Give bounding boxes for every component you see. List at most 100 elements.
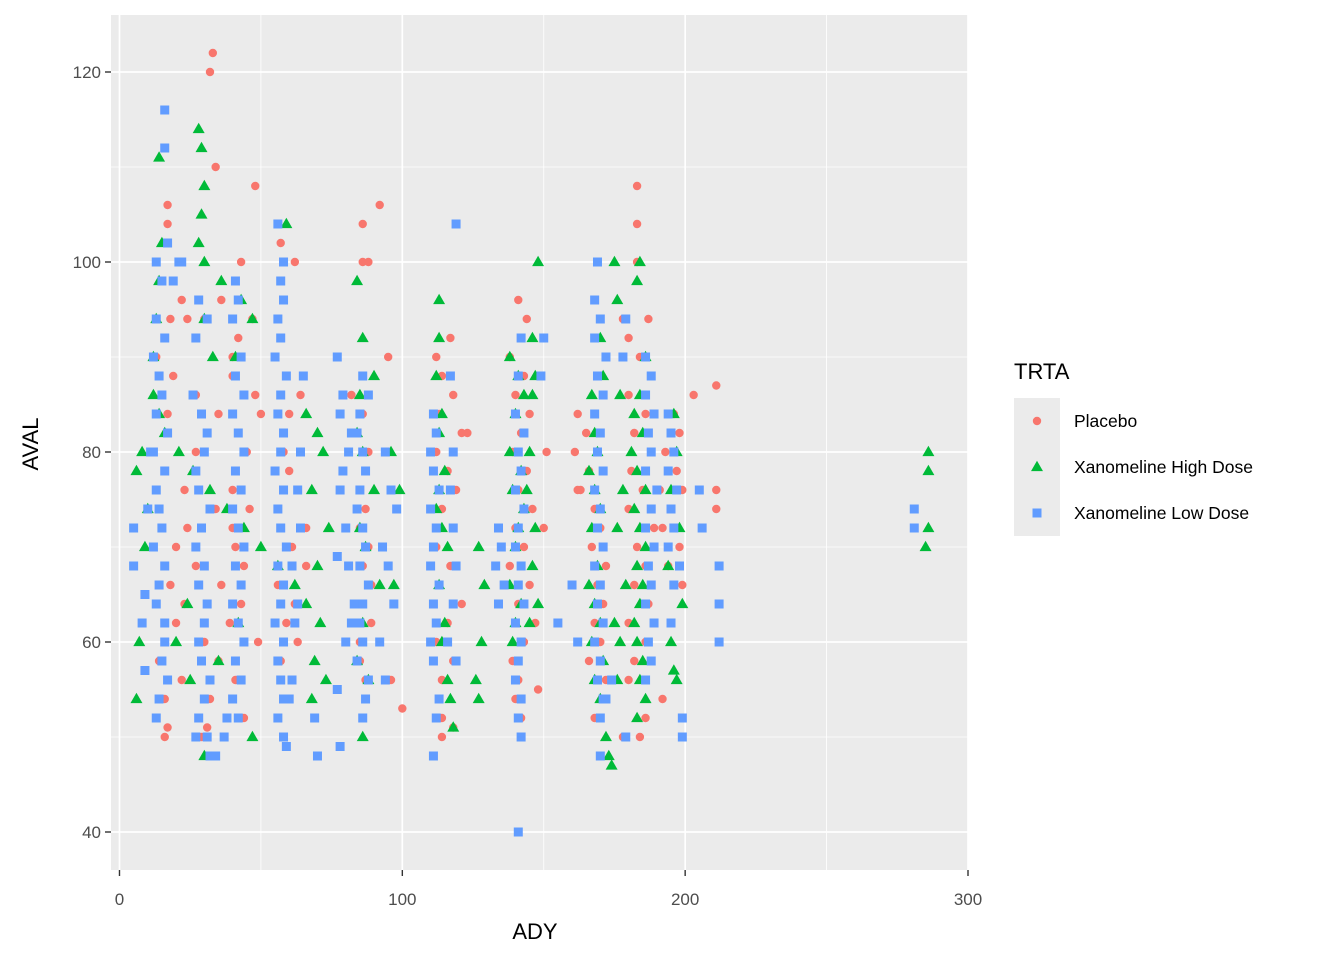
x-tick-label: 200 (671, 890, 699, 909)
high-dose-point (147, 388, 160, 400)
high-dose-point (280, 217, 293, 229)
placebo-point (641, 409, 650, 419)
low-dose-point (191, 732, 201, 742)
placebo-point (163, 219, 172, 229)
low-dose-point (378, 542, 388, 552)
tick-labels: 0 100 200 300 40 60 80 100 120 (73, 63, 983, 909)
placebo-point (183, 523, 192, 533)
placebo-point (239, 561, 249, 571)
low-dose-point (641, 675, 651, 685)
placebo-point (528, 504, 537, 514)
placebo-point (163, 200, 172, 210)
high-dose-point (667, 664, 680, 675)
low-dose-point (677, 732, 687, 742)
high-dose-point (631, 274, 644, 286)
y-axis-title: AVAL (18, 418, 43, 471)
placebo-point (457, 428, 466, 438)
low-dose-point (389, 599, 399, 609)
high-dose-point (130, 692, 143, 704)
low-dose-point (592, 371, 602, 381)
low-dose-point (909, 504, 919, 514)
placebo-point (630, 656, 639, 666)
low-dose-point (513, 523, 523, 533)
placebo-point (225, 618, 234, 628)
low-dose-point (573, 637, 583, 647)
high-dose-point (532, 597, 545, 609)
high-dose-point (636, 654, 649, 666)
placebo-point (570, 447, 580, 457)
high-dose-point (475, 635, 488, 647)
x-axis-title: ADY (512, 919, 558, 944)
high-dose-point (633, 255, 646, 267)
low-dose-point (510, 485, 520, 495)
high-dose-point (308, 654, 321, 666)
low-dose-point (383, 561, 393, 571)
low-dose-point (346, 428, 356, 438)
placebo-point (675, 542, 684, 552)
low-dose-point (590, 295, 600, 305)
low-dose-point (510, 675, 520, 685)
high-dose-point (614, 388, 627, 400)
low-dose-point (199, 694, 209, 704)
low-dose-point (590, 485, 600, 495)
placebo-point (191, 561, 201, 571)
low-dose-point (352, 428, 362, 438)
low-dose-point (641, 390, 651, 400)
high-dose-point (639, 692, 652, 704)
low-dose-point (296, 447, 306, 457)
low-dose-point (205, 751, 215, 761)
low-dose-point (284, 694, 294, 704)
low-dose-point (646, 504, 656, 514)
low-dose-point (346, 618, 356, 628)
placebo-point (712, 504, 721, 514)
low-dose-point (163, 675, 173, 685)
placebo-point (658, 694, 667, 704)
high-dose-point (532, 255, 545, 267)
low-dose-point (595, 428, 605, 438)
high-dose-point (195, 141, 208, 153)
low-dose-point (157, 276, 167, 286)
low-dose-point (649, 409, 659, 419)
low-dose-point (338, 466, 348, 476)
low-dose-point (697, 523, 707, 533)
high-dose-point (215, 274, 228, 286)
low-dose-point (451, 219, 461, 229)
high-dose-point (523, 445, 536, 457)
placebo-point (228, 485, 237, 495)
low-dose-point (129, 523, 139, 533)
high-dose-point (314, 616, 327, 628)
low-dose-point (646, 580, 656, 590)
low-dose-point (279, 295, 289, 305)
high-dose-point (922, 464, 935, 476)
low-dose-point (592, 447, 602, 457)
high-dose-point (300, 407, 313, 419)
high-dose-point (619, 578, 632, 590)
high-dose-point (585, 388, 598, 400)
y-tick-label: 100 (73, 253, 101, 272)
low-dose-point (513, 580, 523, 590)
low-dose-point (230, 656, 240, 666)
high-dose-point (631, 635, 644, 647)
low-dose-point (909, 523, 919, 533)
y-tick-label: 60 (82, 633, 101, 652)
high-dose-point (676, 597, 689, 609)
high-dose-point (305, 483, 318, 495)
placebo-point (251, 390, 260, 400)
high-dose-point (503, 445, 516, 457)
low-dose-point (202, 732, 212, 742)
low-dose-point (335, 409, 345, 419)
low-dose-point (194, 485, 204, 495)
placebo-point (251, 181, 260, 191)
panel-background (111, 15, 968, 870)
low-dose-point (236, 580, 246, 590)
low-dose-point (279, 485, 289, 495)
placebo-point (525, 409, 534, 419)
placebo-point (208, 48, 218, 58)
high-dose-point (639, 540, 652, 552)
legend-label-placebo: Placebo (1074, 411, 1137, 431)
placebo-point (166, 580, 175, 590)
low-dose-point (392, 504, 402, 514)
low-dose-point (157, 523, 167, 533)
placebo-point (398, 704, 407, 713)
low-dose-point (641, 599, 651, 609)
